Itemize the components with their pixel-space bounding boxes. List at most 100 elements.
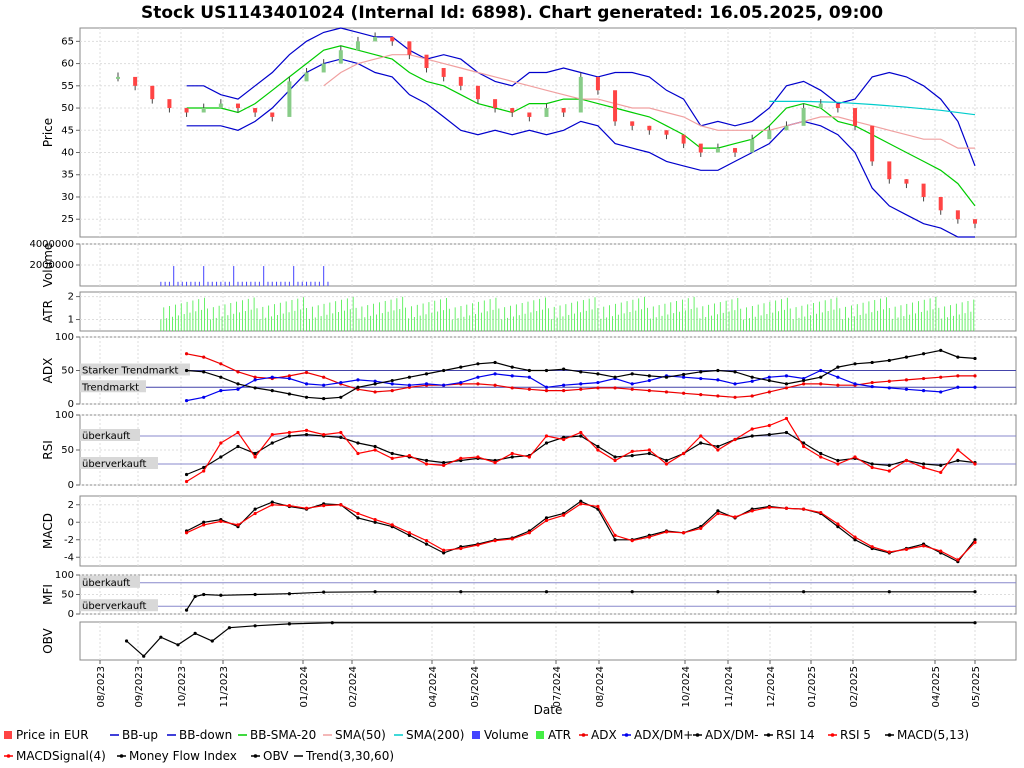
legend-item: BB-up	[110, 728, 158, 742]
series-point	[270, 389, 274, 393]
legend-swatch-dot	[624, 733, 629, 737]
series-point	[870, 545, 874, 549]
series-point	[202, 469, 206, 473]
series-point	[356, 441, 360, 445]
legend-item: Trend(3,30,60)	[294, 749, 394, 763]
series-point	[973, 621, 977, 625]
series-point	[287, 374, 291, 378]
y-tick-label: 65	[61, 36, 74, 47]
series-point	[630, 590, 634, 594]
candle-body	[870, 125, 875, 162]
series-point	[202, 592, 206, 597]
series-point	[287, 376, 291, 381]
reference-label: überverkauft	[82, 459, 147, 470]
series-point	[544, 441, 549, 445]
series-point	[733, 395, 737, 399]
series-point	[407, 375, 411, 379]
x-tick-label: 04/2025	[931, 666, 942, 708]
y-axis-title-rsi: RSI	[41, 440, 55, 460]
candle-body	[715, 148, 720, 153]
series-point	[767, 378, 771, 383]
series-point	[287, 430, 291, 435]
series-point	[322, 375, 326, 379]
series-point	[390, 456, 394, 460]
series-point	[407, 533, 411, 537]
series-point	[356, 378, 360, 382]
legend-label: ATR	[548, 728, 571, 742]
series-point	[973, 385, 977, 389]
series-point	[939, 348, 943, 352]
series-sma-200-	[769, 100, 976, 116]
series-point	[613, 455, 617, 459]
y-tick-label: 35	[61, 170, 74, 181]
series-point	[304, 370, 309, 375]
series-point	[699, 526, 703, 530]
series-point	[390, 382, 394, 386]
series-point	[322, 433, 326, 437]
series-point	[373, 590, 377, 594]
series-point	[510, 451, 514, 456]
legend-item: ADX/DM+	[622, 728, 693, 742]
legend-label: RSI 14	[776, 728, 815, 742]
series-point	[562, 367, 566, 371]
series-point	[304, 428, 309, 432]
candle-body	[613, 90, 618, 122]
series-point	[767, 390, 771, 394]
candle-body	[441, 68, 446, 77]
legend-swatch-dot	[830, 733, 835, 737]
x-tick-label: 05/2025	[971, 666, 982, 708]
series-point	[750, 509, 754, 513]
series-point	[424, 382, 429, 386]
series-point	[904, 547, 909, 551]
series-point	[459, 590, 463, 594]
series-point	[887, 590, 891, 594]
candle-body	[287, 81, 292, 117]
legend-label: OBV	[263, 749, 289, 763]
series-point	[750, 394, 754, 398]
x-tick-label: 02/2025	[849, 666, 860, 708]
legend-label: ADX/DM+	[634, 728, 693, 742]
y-tick-label: 60	[61, 59, 74, 70]
series-point	[330, 621, 334, 625]
series-point	[870, 465, 874, 470]
series-point	[527, 387, 531, 391]
candle-body	[767, 130, 772, 140]
series-point	[304, 506, 309, 510]
series-point	[219, 375, 223, 379]
candle-body	[424, 54, 429, 69]
series-point	[562, 383, 566, 387]
series-point	[184, 531, 189, 535]
series-point	[236, 370, 240, 374]
series-point	[836, 375, 840, 379]
series-point	[476, 543, 480, 547]
series-point	[562, 513, 566, 517]
legend-item: OBV	[251, 749, 289, 763]
series-point	[596, 372, 600, 376]
series-point	[476, 362, 480, 366]
series-point	[836, 525, 840, 529]
series-point	[716, 368, 720, 373]
series-point	[287, 434, 291, 438]
series-point	[802, 444, 806, 449]
series-point	[390, 389, 394, 393]
candle-body	[578, 76, 583, 113]
y-tick-label: 50	[61, 366, 74, 377]
panel-frame	[79, 621, 1017, 661]
series-point	[390, 378, 394, 383]
series-point	[784, 506, 789, 510]
reference-label: Trendmarkt	[81, 382, 139, 393]
legend-label: SMA(200)	[406, 728, 464, 742]
panel-macd: -4 -2 0 2 MACD	[41, 495, 1017, 567]
series-point	[339, 395, 343, 399]
panel-obv: OBV	[41, 621, 1017, 661]
legend-item: Price in EUR	[4, 728, 89, 742]
y-axis-title-price: Price	[41, 118, 55, 147]
series-point	[613, 538, 617, 542]
series-point	[510, 374, 514, 378]
series-point	[159, 635, 163, 639]
series-point	[733, 437, 737, 442]
series-point	[579, 499, 583, 503]
candle-body	[475, 85, 480, 100]
candle-body	[201, 108, 206, 113]
